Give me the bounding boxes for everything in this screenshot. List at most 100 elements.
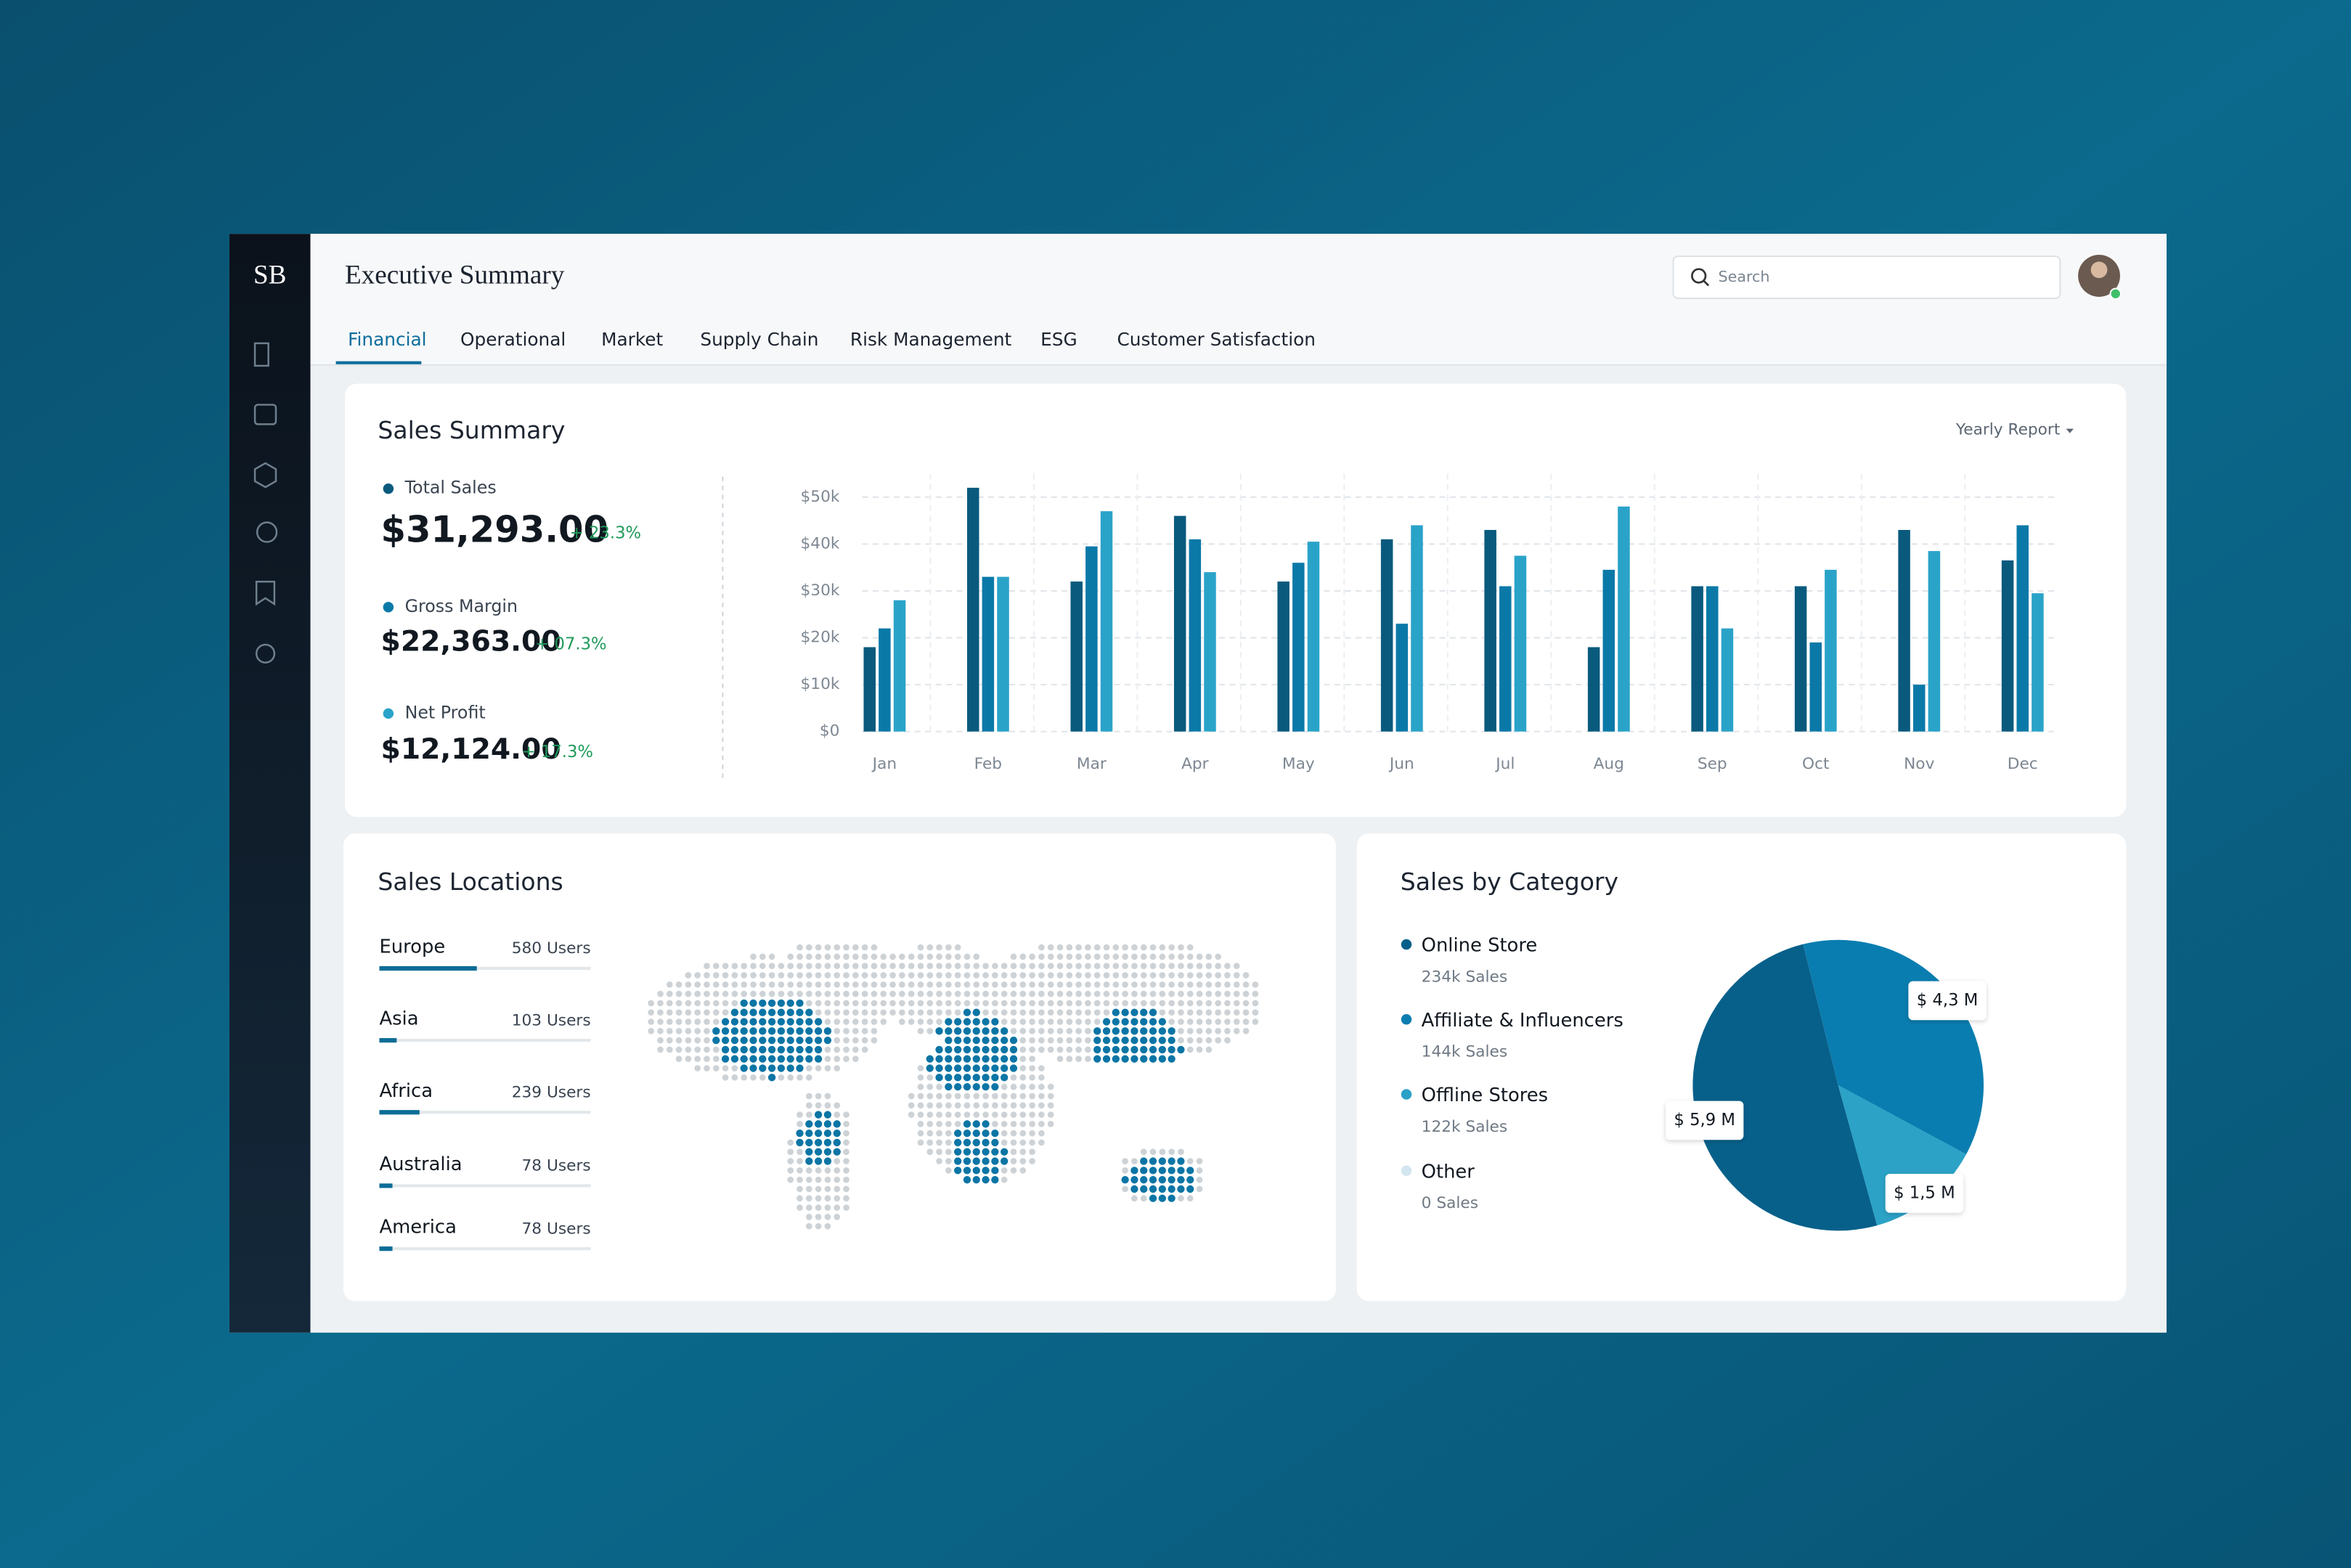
map-dot [852,953,859,960]
map-dot [768,963,775,970]
metric-label: Net Profit [405,702,486,722]
map-dot [1001,1148,1009,1156]
y-tick-label: $20k [801,629,840,647]
x-tick-label: Aug [1594,755,1624,773]
map-dot [982,1120,990,1128]
map-dot [1159,981,1166,988]
bar [1085,546,1098,732]
map-dot [1047,1027,1054,1034]
map-dot [1010,1148,1017,1156]
map-dot [1038,990,1045,997]
map-dot [1168,953,1175,960]
map-dot [833,1148,841,1156]
tab[interactable]: Customer Satisfaction [1117,329,1316,350]
bar [893,600,906,732]
map-dot [963,1064,971,1072]
map-dot [945,1000,952,1007]
map-dot [1103,981,1110,988]
tab[interactable]: Supply Chain [700,329,818,350]
map-dot [945,1055,953,1063]
map-dot [852,944,859,951]
map-dot [1186,1185,1194,1193]
map-dot [1130,1027,1138,1035]
map-dot [861,1018,868,1025]
map-dot [1038,1009,1045,1016]
map-dot [805,1036,813,1045]
map-dot [1149,1008,1157,1016]
map-dot [926,1130,934,1137]
nav-icon-bookmark[interactable] [255,580,276,606]
map-dot [1085,972,1091,979]
map-dot [843,990,849,997]
map-dot [731,1000,738,1007]
map-dot [1056,1037,1064,1044]
map-dot [1186,1037,1194,1044]
map-dot [666,1027,673,1034]
map-dot [824,1176,831,1183]
map-dot [991,1036,999,1045]
tab[interactable]: ESG [1040,329,1077,350]
map-dot [1130,1176,1138,1184]
map-dot [1178,1148,1184,1156]
map-dot [972,1157,980,1165]
tab[interactable]: Market [601,329,663,350]
map-dot [1233,972,1240,979]
map-dot [1177,1045,1185,1054]
map-dot [1168,990,1175,997]
map-dot [1196,1000,1203,1007]
map-dot [1085,953,1091,960]
map-dot [1019,1130,1027,1137]
search-box[interactable] [1672,256,2061,299]
nav-icon-box[interactable] [253,462,277,489]
nav-icon-building[interactable] [253,342,269,367]
map-dot [1112,953,1120,960]
map-dot [834,981,841,988]
map-dot [768,972,775,979]
map-dot [824,953,831,960]
map-dot [861,1009,868,1016]
report-dropdown[interactable]: Yearly Report [1955,421,2060,439]
map-dot [982,972,989,979]
map-dot [917,944,924,951]
map-dot [1010,1074,1017,1081]
map-dot [1075,1027,1082,1034]
map-dot [1010,953,1017,960]
map-dot [982,981,989,988]
map-dot [777,1036,786,1045]
map-dot [675,981,683,988]
map-dot [767,1064,776,1072]
map-dot [805,1138,813,1147]
map-dot [1196,1018,1203,1025]
map-dot [963,1138,971,1147]
nav-icon-chat[interactable] [256,521,278,543]
location-bar [379,965,477,971]
nav-icon-settings[interactable] [255,643,276,663]
map-dot [1242,1000,1250,1007]
map-dot [1085,1000,1091,1007]
tab[interactable]: Risk Management [850,329,1012,350]
map-dot [824,1018,831,1025]
map-dot [1056,1055,1064,1063]
map-dot [1019,1055,1027,1063]
tab[interactable]: Operational [460,329,566,350]
map-dot [889,972,896,979]
map-dot [675,990,683,997]
map-dot [917,1130,924,1137]
map-dot [722,963,729,970]
x-tick-label: Sep [1698,755,1727,773]
map-dot [694,1000,701,1007]
map-dot [1029,1093,1035,1100]
map-dot [852,990,859,997]
tab[interactable]: Financial [348,329,426,350]
nav-icon-calendar[interactable] [253,404,277,425]
map-dot [796,981,803,988]
map-dot [1066,1000,1073,1007]
map-dot [1224,1009,1231,1016]
bar [1484,530,1496,732]
map-dot [1038,1027,1045,1034]
map-dot [871,953,878,960]
map-dot [1010,1158,1017,1164]
map-dot [861,972,868,979]
map-dot [1029,1018,1035,1025]
